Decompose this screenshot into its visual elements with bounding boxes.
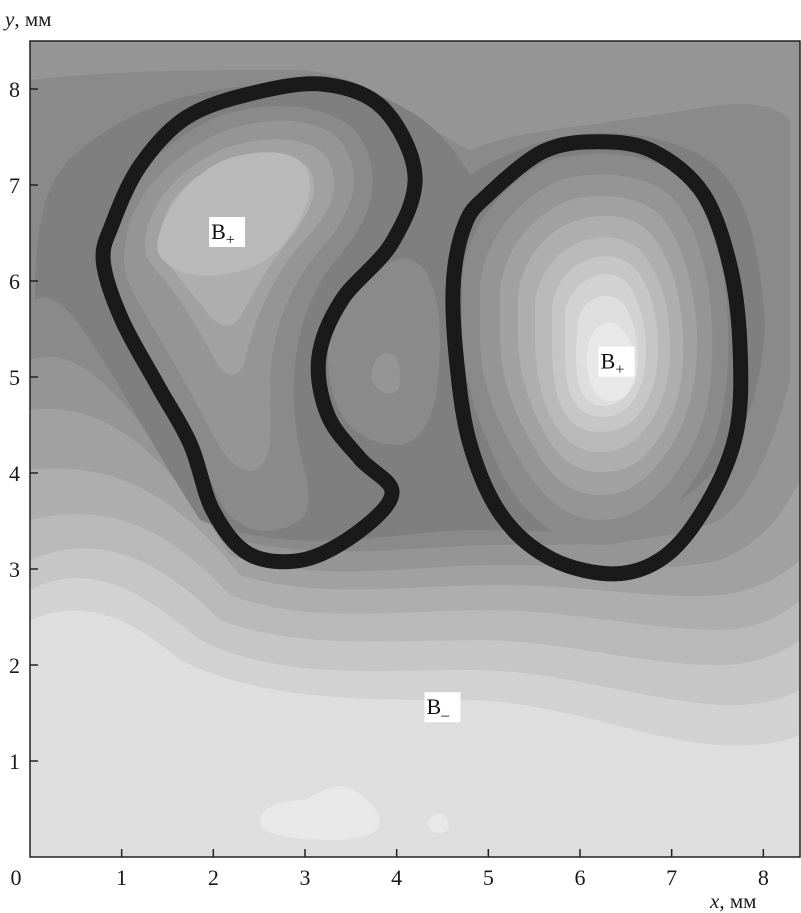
y-axis-title: y, мм: [3, 7, 51, 31]
region-label-background: [424, 692, 461, 723]
left-lobe-level-5: [157, 152, 310, 276]
bottom-patch-large: [259, 786, 380, 840]
x-axis: 0 1 2 3 4 5 6 7 8: [11, 849, 769, 890]
x-axis-title: x, мм: [709, 889, 756, 913]
region-label-background: [209, 217, 246, 247]
y-tick-label: 5: [9, 365, 20, 390]
x-tick-label: 7: [666, 865, 677, 890]
y-tick-label: 3: [9, 557, 20, 582]
x-tick-label: 2: [208, 865, 219, 890]
zero-curve-left: [95, 76, 423, 570]
plot-area: [30, 41, 800, 857]
x-tick-label: 0: [11, 865, 22, 890]
y-tick-label: 1: [9, 749, 20, 774]
y-tick-label: 7: [9, 173, 20, 198]
x-tick-label: 5: [483, 865, 494, 890]
center-patch: [327, 258, 440, 445]
y-tick-label: 4: [9, 461, 20, 486]
center-patch-inner: [371, 353, 401, 394]
region-label-background: [598, 346, 635, 377]
x-tick-label: 6: [575, 865, 586, 890]
x-tick-label: 4: [391, 865, 402, 890]
y-tick-label: 6: [9, 269, 20, 294]
x-tick-label: 8: [758, 865, 769, 890]
region-label: B+: [601, 349, 625, 379]
zero-level-curves: [95, 76, 749, 582]
x-tick-label: 1: [116, 865, 127, 890]
y-tick-label: 2: [9, 653, 20, 678]
region-label: B+: [211, 219, 235, 249]
y-axis: 1 2 3 4 5 6 7 8: [9, 77, 38, 774]
x-tick-label: 3: [300, 865, 311, 890]
region-labels: B+ B+ B–: [209, 217, 635, 724]
region-label: B–: [427, 694, 451, 724]
y-tick-label: 8: [9, 77, 20, 102]
bottom-patch-small: [428, 813, 450, 834]
zero-curve-right: [445, 134, 749, 582]
plot-frame: [29, 40, 801, 858]
